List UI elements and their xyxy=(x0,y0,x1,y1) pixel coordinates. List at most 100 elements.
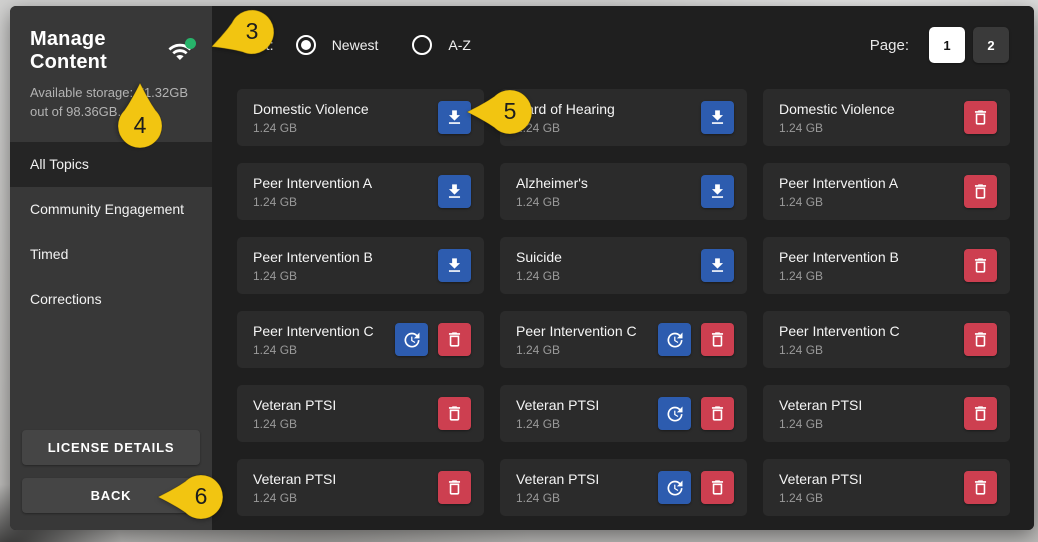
delete-button[interactable] xyxy=(964,175,997,208)
update-button[interactable] xyxy=(658,397,691,430)
license-details-button[interactable]: LICENSE DETAILS xyxy=(22,430,200,465)
download-icon xyxy=(445,182,464,201)
content-card-veteran-ptsi-13: Veteran PTSI 1.24 GB xyxy=(500,385,747,442)
delete-icon xyxy=(971,330,990,349)
delete-button[interactable] xyxy=(438,323,471,356)
page-button-2[interactable]: 2 xyxy=(973,27,1009,63)
card-actions xyxy=(428,471,471,504)
delete-icon xyxy=(971,108,990,127)
card-actions xyxy=(954,323,997,356)
wifi-icon xyxy=(168,43,192,60)
sort-group: Sort: Newest A-Z xyxy=(242,35,505,55)
card-actions xyxy=(648,323,734,356)
delete-icon xyxy=(971,182,990,201)
card-size: 1.24 GB xyxy=(253,194,298,209)
card-size: 1.24 GB xyxy=(516,120,561,135)
radio-a-z-icon[interactable] xyxy=(412,35,433,55)
update-icon xyxy=(665,478,685,498)
download-button[interactable] xyxy=(701,175,734,208)
delete-button[interactable] xyxy=(701,471,734,504)
card-size: 1.24 GB xyxy=(253,120,298,135)
card-actions xyxy=(428,249,471,282)
content-card-peer-intervention-a-5: Peer Intervention A 1.24 GB xyxy=(763,163,1010,220)
page-title: Manage Content xyxy=(30,28,107,73)
radio-newest-icon[interactable] xyxy=(295,35,316,55)
card-actions xyxy=(954,249,997,282)
card-size: 1.24 GB xyxy=(253,490,298,505)
delete-button[interactable] xyxy=(964,249,997,282)
card-title: Veteran PTSI xyxy=(253,396,337,413)
delete-button[interactable] xyxy=(964,323,997,356)
download-icon xyxy=(708,108,727,127)
back-button[interactable]: BACK xyxy=(22,478,200,513)
download-button[interactable] xyxy=(701,101,734,134)
available-storage-text: Available storage: 71.32GB out of 98.36G… xyxy=(30,84,194,122)
card-size: 1.24 GB xyxy=(253,342,298,357)
update-button[interactable] xyxy=(658,471,691,504)
content-card-peer-intervention-b-8: Peer Intervention B 1.24 GB xyxy=(763,237,1010,294)
card-title: Veteran PTSI xyxy=(516,396,600,413)
content-card-domestic-violence-2: Domestic Violence 1.24 GB xyxy=(763,89,1010,146)
update-button[interactable] xyxy=(658,323,691,356)
wifi-status-icon xyxy=(168,38,196,62)
sidebar: Manage Content Available storage: 71.32G… xyxy=(10,6,212,530)
delete-icon xyxy=(971,478,990,497)
download-button[interactable] xyxy=(701,249,734,282)
delete-icon xyxy=(445,330,464,349)
card-title: Veteran PTSI xyxy=(253,470,337,487)
delete-icon xyxy=(445,404,464,423)
content-card-veteran-ptsi-12: Veteran PTSI 1.24 GB xyxy=(237,385,484,442)
delete-button[interactable] xyxy=(964,397,997,430)
card-size: 1.24 GB xyxy=(516,490,561,505)
sidebar-item-corrections[interactable]: Corrections xyxy=(30,291,102,308)
card-title: Peer Intervention C xyxy=(779,322,900,339)
card-size: 1.24 GB xyxy=(253,268,298,283)
sidebar-item-timed[interactable]: Timed xyxy=(30,246,69,263)
topic-list: All Topics Community Engagement Timed Corre… xyxy=(10,141,212,322)
card-actions xyxy=(691,101,734,134)
card-title: Domestic Violence xyxy=(779,100,895,117)
storage-line1: Available storage: 71.32GB xyxy=(30,85,189,100)
update-icon xyxy=(402,330,422,350)
delete-button[interactable] xyxy=(964,471,997,504)
delete-button[interactable] xyxy=(438,397,471,430)
card-title: Peer Intervention C xyxy=(516,322,637,339)
card-size: 1.24 GB xyxy=(253,416,298,431)
update-icon xyxy=(665,330,685,350)
download-icon xyxy=(445,256,464,275)
delete-button[interactable] xyxy=(701,397,734,430)
online-status-dot xyxy=(185,38,196,49)
delete-button[interactable] xyxy=(438,471,471,504)
card-actions xyxy=(954,101,997,134)
sidebar-item-all-topics[interactable]: All Topics xyxy=(10,141,212,187)
page-button-1[interactable]: 1 xyxy=(929,27,965,63)
card-actions xyxy=(428,175,471,208)
card-title: Hard of Hearing xyxy=(516,100,615,117)
delete-button[interactable] xyxy=(964,101,997,134)
card-size: 1.24 GB xyxy=(779,120,824,135)
sort-option-label: A-Z xyxy=(448,37,471,53)
sidebar-item-community-engagement[interactable]: Community Engagement xyxy=(30,201,185,218)
sort-label: Sort: xyxy=(242,36,274,54)
content-card-hard-of-hearing-1: Hard of Hearing 1.24 GB xyxy=(500,89,747,146)
delete-icon xyxy=(708,330,727,349)
card-title: Domestic Violence xyxy=(253,100,369,117)
card-size: 1.24 GB xyxy=(779,416,824,431)
sort-option-label: Newest xyxy=(331,37,379,53)
update-button[interactable] xyxy=(395,323,428,356)
download-button[interactable] xyxy=(438,175,471,208)
sort-option-newest[interactable]: Newest xyxy=(295,35,379,55)
content-card-grid: Domestic Violence 1.24 GB Hard of Hearing 1… xyxy=(212,84,1034,516)
card-size: 1.24 GB xyxy=(516,268,561,283)
download-button[interactable] xyxy=(438,101,471,134)
delete-button[interactable] xyxy=(701,323,734,356)
download-button[interactable] xyxy=(438,249,471,282)
sort-option-a-z[interactable]: A-Z xyxy=(412,35,471,55)
content-card-peer-intervention-c-9: Peer Intervention C 1.24 GB xyxy=(237,311,484,368)
delete-icon xyxy=(708,404,727,423)
content-card-suicide-7: Suicide 1.24 GB xyxy=(500,237,747,294)
card-title: Suicide xyxy=(516,248,562,265)
